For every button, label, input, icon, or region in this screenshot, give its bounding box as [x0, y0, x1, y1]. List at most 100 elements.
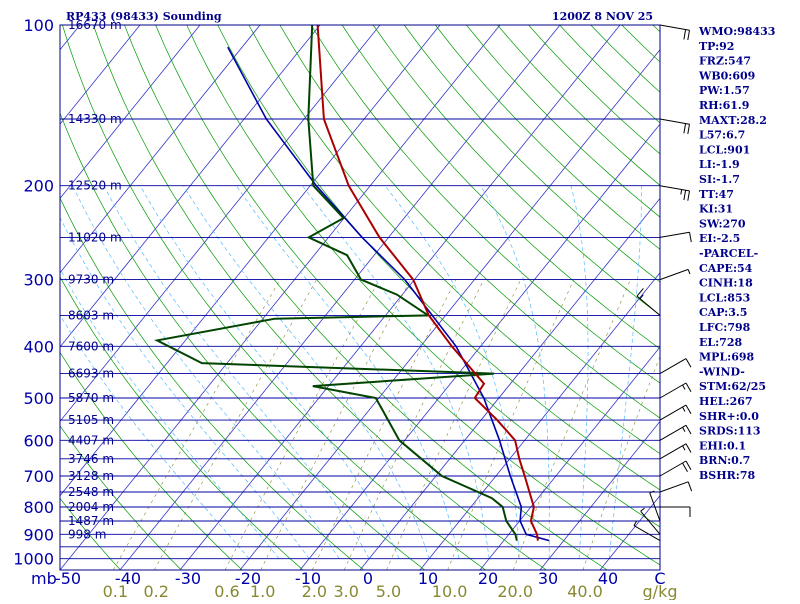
- index-label: WMO:98433: [698, 25, 775, 38]
- pressure-tick-label: 200: [23, 177, 54, 196]
- wind-barb-half: [641, 508, 645, 511]
- pressure-tick-label: 300: [23, 271, 54, 290]
- temperature-tick-label: -30: [175, 569, 201, 588]
- mixing-ratio-tick-label: 10.0: [432, 582, 468, 600]
- wind-barb: [637, 288, 660, 315]
- dry-adiabat-line: [0, 25, 303, 570]
- mixing-ratio-tick-label: 1.0: [250, 582, 275, 600]
- wind-barb-half: [683, 427, 686, 431]
- height-label: 5870 m: [68, 391, 114, 405]
- index-label: FRZ:547: [699, 55, 751, 68]
- mixing-ratio-line: [583, 280, 690, 570]
- dry-adiabat-line: [156, 25, 669, 570]
- dry-adiabat-line: [529, 25, 800, 570]
- mixing-ratio-line: [154, 280, 316, 570]
- height-label: 9730 m: [68, 273, 114, 287]
- index-label: BSHR:78: [699, 469, 755, 482]
- pressure-tick-label: 900: [23, 525, 54, 544]
- mixing-ratio-tick-label: 5.0: [376, 582, 401, 600]
- pressure-tick-label: 800: [23, 498, 54, 517]
- index-label: MAXT:28.2: [699, 114, 767, 127]
- pressure-tick-label: 100: [23, 16, 54, 35]
- wind-barb-staff: [660, 25, 690, 30]
- height-label: 12520 m: [68, 179, 122, 193]
- index-label: SI:-1.7: [699, 173, 740, 186]
- mixing-ratio-tick-label: 40.0: [567, 582, 603, 600]
- wind-barb-full: [688, 124, 690, 134]
- wind-barb-half: [683, 407, 686, 411]
- height-label: 998 m: [68, 527, 106, 541]
- wind-barb-full: [688, 191, 690, 201]
- isotherm-line: [0, 25, 260, 570]
- isobars: [60, 25, 660, 570]
- height-label: 14330 m: [68, 112, 122, 126]
- index-label: TP:92: [699, 40, 734, 53]
- mixing-ratio-tick-label: 3.0: [333, 582, 358, 600]
- temperature-tick-label: -50: [55, 569, 81, 588]
- index-label: SW:270: [699, 217, 746, 230]
- mixing-ratio-unit-label: g/kg: [643, 582, 678, 600]
- height-label: 2004 m: [68, 500, 114, 514]
- dry-adiabat-line: [187, 25, 729, 570]
- wind-barb: [660, 507, 690, 517]
- wind-barb: [660, 232, 691, 242]
- wind-barb-half: [688, 269, 690, 274]
- moist-adiabat-line: [183, 186, 429, 559]
- wind-barbs: [634, 25, 692, 541]
- wind-barb-staff: [660, 269, 688, 279]
- index-label: RH:61.9: [699, 99, 749, 112]
- chart-title: RP433 (98433) Sounding: [66, 10, 222, 23]
- index-label: -PARCEL-: [699, 247, 758, 260]
- index-label: EL:728: [699, 336, 742, 349]
- wind-barb: [660, 25, 690, 40]
- index-label: CAPE:54: [699, 262, 753, 275]
- dewpoint-trace: [157, 25, 517, 541]
- pressure-tick-label: 700: [23, 467, 54, 486]
- wind-barb-staff: [660, 482, 688, 492]
- index-label: CAP:3.5: [699, 306, 747, 319]
- indices-panel: WMO:98433TP:92FRZ:547WB0:609PW:1.57RH:61…: [698, 25, 775, 482]
- isotherm-line: [300, 25, 740, 570]
- parcel-trace: [228, 47, 550, 540]
- isotherm-line: [240, 25, 680, 570]
- chart-datetime: 1200Z 8 NOV 25: [552, 10, 653, 23]
- height-label: 11020 m: [68, 230, 122, 244]
- dry-adiabat-line: [497, 25, 800, 570]
- moist-adiabat-line: [20, 186, 279, 559]
- index-label: -WIND-: [699, 365, 745, 378]
- index-label: STM:62/25: [699, 380, 766, 393]
- wind-barb: [660, 119, 690, 134]
- index-label: MPL:698: [699, 351, 755, 364]
- plot-frame: [60, 25, 660, 570]
- index-label: LCL:901: [699, 143, 750, 156]
- wind-barb: [660, 461, 691, 476]
- wind-barb-full: [686, 425, 691, 434]
- wind-barb-staff: [637, 296, 660, 315]
- wind-barb-half: [683, 446, 686, 450]
- wind-barb: [660, 482, 692, 492]
- index-label: HEL:267: [699, 395, 753, 408]
- index-label: LFC:798: [699, 321, 751, 334]
- wind-barb-full: [686, 461, 691, 470]
- wind-barb-full: [686, 383, 691, 392]
- mixing-ratio-tick-label: 0.2: [143, 582, 168, 600]
- height-label: 5105 m: [68, 413, 114, 427]
- wind-barb: [660, 186, 690, 201]
- pressure-unit-label: mb: [31, 569, 57, 588]
- height-label: 3128 m: [68, 469, 114, 483]
- mixing-ratio-line: [344, 280, 484, 570]
- temperature-tick-label: 0: [363, 569, 373, 588]
- index-label: L57:6.7: [699, 129, 745, 142]
- height-label: 2548 m: [68, 485, 114, 499]
- index-label: CINH:18: [699, 277, 753, 290]
- index-label: LCL:853: [699, 291, 750, 304]
- moist-adiabat-line: [104, 186, 369, 559]
- wind-barb-full: [688, 30, 690, 40]
- wind-barb: [660, 405, 691, 420]
- height-label: 6693 m: [68, 367, 114, 381]
- wind-barb-staff: [634, 526, 660, 541]
- wind-barb: [660, 444, 691, 459]
